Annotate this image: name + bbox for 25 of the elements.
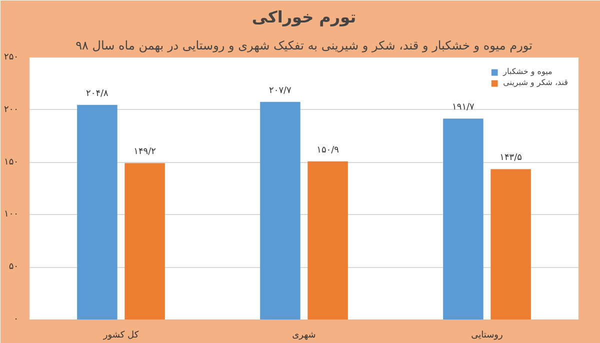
bar	[260, 102, 300, 320]
y-tick-label: ۲۰۰	[4, 104, 19, 115]
y-tick-label: ۱۰۰	[4, 210, 19, 220]
bar	[490, 169, 531, 320]
bar	[124, 163, 165, 320]
data-label: ۱۴۳/۵	[500, 153, 522, 164]
legend-label: قند، شکر و شیرینی	[503, 78, 568, 87]
data-label: ۱۹۱/۷	[452, 102, 475, 113]
y-tick-label: ۰	[14, 314, 19, 324]
data-label: ۲۰۴/۸	[86, 88, 109, 99]
bar	[308, 161, 348, 320]
y-tick-label: ۵۰	[8, 262, 19, 272]
y-tick-label: ۲۵۰	[4, 52, 19, 62]
x-tick-label: کل کشور	[102, 330, 140, 340]
bar	[77, 104, 118, 320]
data-label: ۲۰۷/۷	[269, 86, 292, 96]
chart-title: تورم خوراکی	[252, 8, 356, 26]
y-tick-label: ۱۵۰	[4, 157, 19, 168]
chart-subtitle: تورم میوه و خشکبار و قند، شکر و شیرینی به تفکیک شهری و روستایی در بهمن ماه سال ۹۸	[76, 38, 532, 52]
x-tick-label: شهری	[292, 330, 316, 340]
data-label: ۱۴۹/۲	[134, 147, 156, 158]
data-label: ۱۵۰/۹	[316, 145, 340, 156]
legend-label: میوه و خشکبار	[503, 67, 552, 76]
x-tick-label: روستایی	[471, 330, 503, 340]
bar	[443, 118, 484, 320]
